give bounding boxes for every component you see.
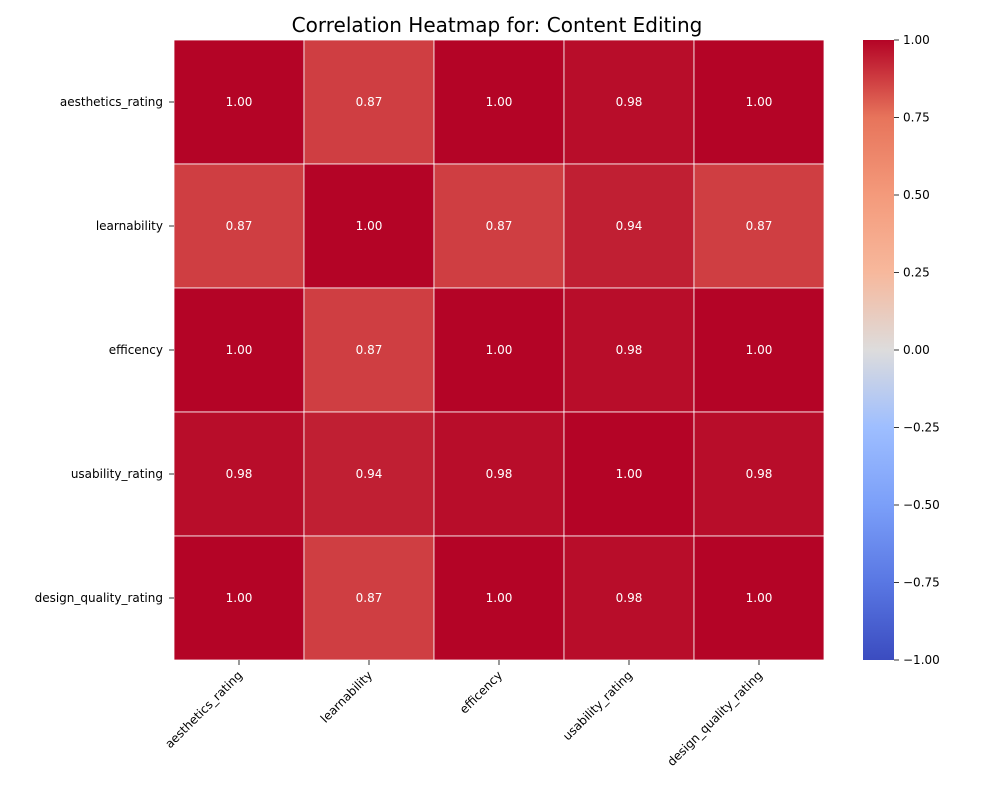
- cell-value-label: 1.00: [486, 591, 513, 605]
- colorbar-ticks: 1.00 0.75 0.50 0.25 0.00 −0.25 −0.50 −0.75 −1.00: [894, 33, 940, 667]
- cell-value-label: 0.94: [616, 219, 643, 233]
- cell-value-label: 1.00: [226, 343, 253, 357]
- y-tick-label: learnability: [96, 219, 163, 233]
- cell-value-label: 0.87: [746, 219, 773, 233]
- heatmap-cell: [433, 287, 565, 413]
- heatmap-cell: [303, 39, 435, 165]
- heatmap-cell: [303, 535, 435, 661]
- heatmap-cell: [693, 535, 825, 661]
- cell-value-label: 1.00: [486, 343, 513, 357]
- heatmap-cell: [303, 287, 435, 413]
- cell-value-label: 0.87: [226, 219, 253, 233]
- cell-value-label: 0.87: [356, 343, 383, 357]
- cell-value-label: 0.98: [746, 467, 773, 481]
- heatmap-cell: [173, 163, 305, 289]
- cell-value-label: 0.98: [616, 343, 643, 357]
- x-tick-label: aesthetics_rating: [162, 668, 245, 751]
- colorbar-tick-label: 0.25: [903, 266, 930, 280]
- x-tick-label: efficency: [457, 668, 505, 716]
- y-tick-label: aesthetics_rating: [60, 95, 163, 109]
- colorbar-tick-label: 0.75: [903, 111, 930, 125]
- cell-value-label: 1.00: [746, 95, 773, 109]
- cell-value-label: 0.94: [356, 467, 383, 481]
- colorbar-tick-label: −1.00: [903, 653, 940, 667]
- heatmap-cell: [563, 39, 695, 165]
- x-axis-labels: aesthetics_rating learnability efficency us…: [162, 660, 765, 769]
- cell-value-label: 0.98: [616, 591, 643, 605]
- heatmap-cell: [563, 411, 695, 537]
- colorbar-tick-label: 0.50: [903, 188, 930, 202]
- heatmap-cell: [693, 163, 825, 289]
- heatmap-cell: [693, 411, 825, 537]
- chart-title: Correlation Heatmap for: Content Editing: [292, 13, 703, 37]
- cell-value-label: 0.87: [356, 591, 383, 605]
- colorbar-tick-label: −0.50: [903, 498, 940, 512]
- heatmap-cell: [303, 163, 435, 289]
- colorbar-tick-label: 1.00: [903, 33, 930, 47]
- heatmap-cell: [693, 287, 825, 413]
- y-tick-label: efficency: [109, 343, 163, 357]
- heatmap-cell: [433, 535, 565, 661]
- heatmap-cells: 1.00 0.87 1.00 0.98 1.00 0.87 1.00 0.87 0.94 0.87…: [173, 39, 825, 661]
- cell-value-label: 0.98: [226, 467, 253, 481]
- colorbar: [863, 40, 894, 660]
- heatmap-cell: [303, 411, 435, 537]
- cell-value-label: 1.00: [746, 343, 773, 357]
- colorbar-tick-label: 0.00: [903, 343, 930, 357]
- heatmap-cell: [433, 39, 565, 165]
- cell-value-label: 1.00: [226, 591, 253, 605]
- heatmap-cell: [693, 39, 825, 165]
- cell-value-label: 0.87: [356, 95, 383, 109]
- colorbar-tick-label: −0.75: [903, 576, 940, 590]
- heatmap-cell: [173, 535, 305, 661]
- cell-value-label: 0.87: [486, 219, 513, 233]
- cell-value-label: 1.00: [226, 95, 253, 109]
- cell-value-label: 1.00: [616, 467, 643, 481]
- cell-value-label: 0.98: [486, 467, 513, 481]
- cell-value-label: 1.00: [746, 591, 773, 605]
- y-tick-label: usability_rating: [71, 467, 163, 481]
- heatmap-cell: [433, 411, 565, 537]
- x-tick-label: design_quality_rating: [664, 668, 765, 769]
- colorbar-tick-label: −0.25: [903, 421, 940, 435]
- x-tick-label: learnability: [318, 668, 375, 725]
- x-tick-label: usability_rating: [560, 668, 635, 743]
- heatmap-cell: [173, 39, 305, 165]
- cell-value-label: 1.00: [486, 95, 513, 109]
- cell-value-label: 0.98: [616, 95, 643, 109]
- cell-value-label: 1.00: [356, 219, 383, 233]
- heatmap-cell: [563, 287, 695, 413]
- y-axis-labels: aesthetics_rating learnability efficency us…: [35, 95, 174, 605]
- y-tick-label: design_quality_rating: [35, 591, 163, 605]
- heatmap-cell: [433, 163, 565, 289]
